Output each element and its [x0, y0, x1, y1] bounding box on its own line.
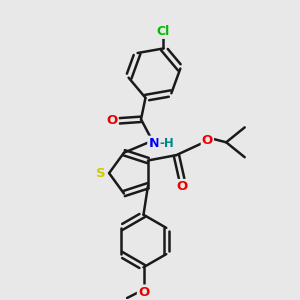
Text: N: N — [148, 137, 159, 150]
Text: S: S — [96, 167, 106, 180]
Text: O: O — [106, 114, 118, 127]
Text: O: O — [138, 286, 149, 298]
Text: Cl: Cl — [157, 25, 170, 38]
Text: -H: -H — [159, 137, 174, 150]
Text: O: O — [177, 180, 188, 193]
Text: O: O — [202, 134, 213, 147]
